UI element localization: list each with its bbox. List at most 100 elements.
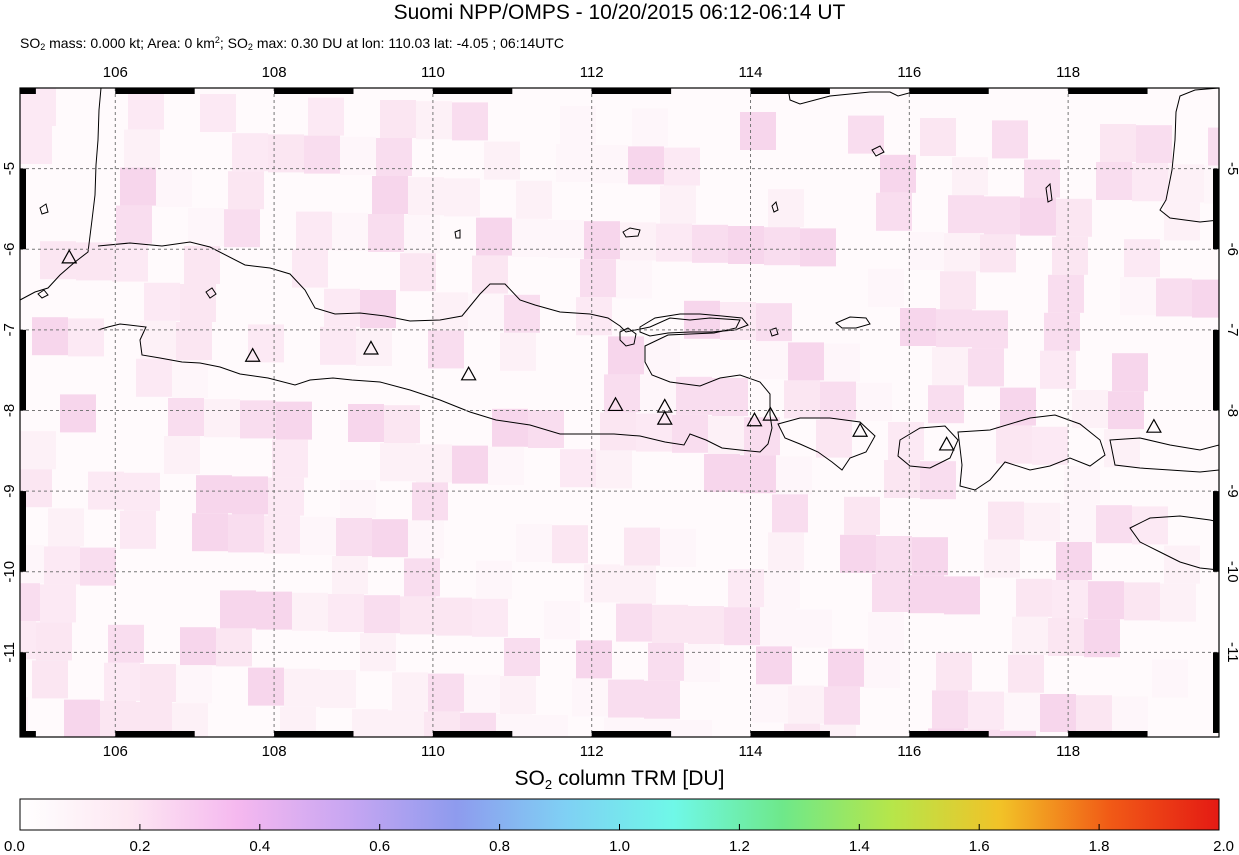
so2-cell bbox=[48, 508, 84, 547]
so2-cell bbox=[1160, 583, 1196, 622]
coastline-lombok bbox=[897, 425, 959, 469]
so2-cell bbox=[772, 494, 808, 533]
so2-cell bbox=[876, 536, 912, 574]
lon-label-top: 108 bbox=[262, 64, 287, 81]
so2-cell bbox=[76, 242, 112, 281]
so2-cell bbox=[472, 255, 508, 294]
so2-cell bbox=[1040, 694, 1076, 732]
coastline-small-island-4 bbox=[769, 327, 779, 337]
so2-cell bbox=[32, 660, 68, 699]
coastline-kangean bbox=[835, 316, 871, 329]
lon-label-bottom: 112 bbox=[580, 743, 604, 760]
so2-cell bbox=[584, 564, 620, 603]
so2-cell bbox=[756, 646, 792, 685]
colorbar-tick-label: 2.0 bbox=[1213, 838, 1234, 855]
so2-cell bbox=[140, 664, 176, 702]
so2-cell bbox=[516, 524, 552, 562]
so2-map: 106 106 108 108 110 110 112 112 114 114 116 116 118 1… bbox=[0, 64, 1239, 760]
frame-bar-bottom bbox=[20, 731, 36, 737]
so2-cell bbox=[376, 138, 412, 176]
so2-cell bbox=[216, 628, 252, 667]
so2-cell bbox=[648, 642, 684, 681]
so2-cell bbox=[264, 515, 300, 554]
so2-cell bbox=[276, 401, 312, 440]
so2-cell bbox=[584, 221, 620, 260]
so2-cell bbox=[328, 594, 364, 632]
frame-bar-left bbox=[20, 168, 26, 250]
so2-cell bbox=[388, 710, 424, 737]
so2-cell bbox=[880, 154, 916, 193]
frame-bar-left bbox=[20, 491, 26, 572]
so2-cell bbox=[740, 455, 776, 494]
so2-cell bbox=[1048, 274, 1084, 313]
so2-cell bbox=[124, 472, 160, 511]
so2-cell bbox=[628, 146, 664, 185]
so2-cell bbox=[632, 108, 668, 147]
so2-cell bbox=[172, 360, 208, 398]
so2-cell bbox=[452, 445, 488, 484]
coastline-small-island-8 bbox=[454, 229, 461, 239]
so2-cell bbox=[1104, 429, 1140, 468]
so2-cell bbox=[364, 595, 400, 634]
so2-cell bbox=[764, 570, 800, 609]
so2-cell bbox=[188, 208, 224, 246]
so2-cell bbox=[944, 576, 980, 615]
so2-cell bbox=[220, 590, 256, 629]
so2-cell bbox=[500, 332, 536, 371]
so2-cell bbox=[992, 120, 1028, 159]
so2-cell bbox=[232, 476, 268, 515]
so2-cell bbox=[268, 134, 304, 173]
so2-cell bbox=[416, 101, 452, 140]
so2-cell bbox=[436, 597, 472, 636]
so2-cell bbox=[484, 141, 520, 180]
so2-cell bbox=[1108, 734, 1144, 737]
so2-cell bbox=[660, 185, 696, 224]
so2-cell bbox=[1048, 618, 1084, 656]
lat-label-left: -10 bbox=[1, 561, 18, 583]
lat-label-right: -8 bbox=[1224, 404, 1239, 417]
so2-cell bbox=[1112, 353, 1148, 392]
so2-cell bbox=[124, 129, 160, 168]
so2-cell bbox=[336, 518, 372, 556]
so2-cell bbox=[308, 97, 344, 136]
so2-cell bbox=[848, 115, 884, 154]
coastlines bbox=[20, 88, 1219, 571]
so2-cell bbox=[176, 322, 212, 360]
so2-cell bbox=[1020, 197, 1056, 236]
frame-bar-top bbox=[20, 88, 36, 94]
so2-cell bbox=[64, 699, 100, 737]
so2-cell bbox=[280, 706, 316, 737]
so2-cell bbox=[728, 569, 764, 608]
colorbar-tick-label: 1.8 bbox=[1089, 838, 1110, 855]
so2-cell bbox=[600, 412, 636, 451]
so2-cell bbox=[324, 288, 360, 327]
volcano-icon bbox=[362, 340, 379, 355]
so2-cell bbox=[444, 178, 480, 217]
so2-cell bbox=[740, 112, 776, 150]
so2-cell bbox=[1052, 580, 1088, 618]
frame-bar-top bbox=[115, 88, 195, 94]
so2-cell bbox=[464, 674, 500, 713]
lon-label-bottom: 118 bbox=[1056, 743, 1080, 760]
lat-label-left: -11 bbox=[1, 642, 18, 663]
colorbar-tick-label: 0.6 bbox=[369, 838, 390, 855]
so2-cell bbox=[1164, 545, 1200, 584]
so2-cell bbox=[320, 326, 356, 365]
so2-cell bbox=[712, 378, 748, 416]
so2-cell bbox=[1132, 163, 1168, 202]
so2-cell bbox=[996, 425, 1032, 464]
so2-cell bbox=[580, 259, 616, 298]
so2-cell bbox=[112, 243, 148, 282]
so2-cell bbox=[640, 718, 676, 737]
so2-cell bbox=[828, 648, 864, 687]
so2-cell bbox=[428, 673, 464, 712]
so2-cell bbox=[760, 608, 796, 647]
frame-bar-left bbox=[20, 652, 26, 733]
so2-cell bbox=[1088, 581, 1124, 620]
so2-cell bbox=[0, 430, 20, 468]
so2-cell bbox=[1016, 578, 1052, 617]
so2-cell bbox=[656, 223, 692, 262]
frame-bar-left bbox=[20, 329, 26, 411]
so2-cell bbox=[840, 534, 876, 573]
so2-cell bbox=[36, 622, 72, 661]
